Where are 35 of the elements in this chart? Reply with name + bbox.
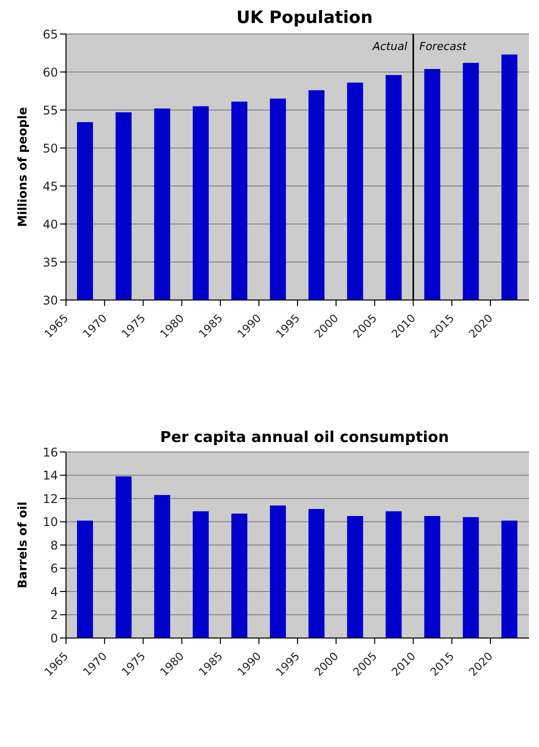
- bar: [501, 520, 518, 638]
- y-axis-title: Barrels of oil: [15, 502, 30, 588]
- y-tick-label: 40: [42, 217, 58, 232]
- bar: [192, 511, 209, 638]
- bar: [308, 508, 324, 638]
- y-tick-label: 50: [42, 141, 58, 156]
- chart-title: UK Population: [235, 8, 374, 28]
- y-tick-label: 4: [50, 584, 58, 599]
- y-tick-label: 35: [42, 255, 58, 270]
- bar: [462, 517, 479, 638]
- bar: [77, 520, 93, 638]
- y-tick-label: 16: [42, 445, 58, 460]
- y-tick-label: 55: [42, 103, 58, 118]
- y-tick-label: 45: [42, 179, 58, 194]
- y-tick-label: 8: [50, 538, 58, 552]
- bar: [116, 476, 132, 638]
- y-tick-label: 10: [42, 515, 58, 530]
- annotation: Actual: [372, 40, 408, 53]
- bar: [270, 505, 286, 638]
- y-tick-label: 2: [50, 608, 58, 622]
- chart-title: Per capita annual oil consumption: [159, 428, 450, 446]
- y-tick-label: 65: [42, 27, 58, 42]
- y-tick-label: 12: [42, 492, 58, 506]
- y-tick-label: 30: [42, 293, 58, 308]
- bar: [231, 514, 248, 638]
- bar: [424, 516, 440, 638]
- y-axis-title: Millions of people: [15, 107, 30, 227]
- annotation: Forecast: [419, 40, 468, 53]
- y-tick-label: 14: [42, 468, 58, 483]
- bar: [347, 516, 364, 638]
- y-tick-label: 60: [42, 65, 58, 80]
- bar: [154, 495, 170, 638]
- y-tick-label: 6: [50, 562, 58, 576]
- y-tick-label: 0: [50, 631, 58, 646]
- bar: [386, 511, 402, 638]
